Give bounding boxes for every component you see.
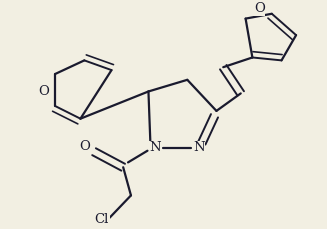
Text: Cl: Cl <box>95 213 109 226</box>
Text: O: O <box>38 85 49 98</box>
Text: O: O <box>254 2 265 15</box>
Text: N: N <box>193 141 205 154</box>
Text: N: N <box>149 141 161 154</box>
Text: O: O <box>79 140 90 153</box>
